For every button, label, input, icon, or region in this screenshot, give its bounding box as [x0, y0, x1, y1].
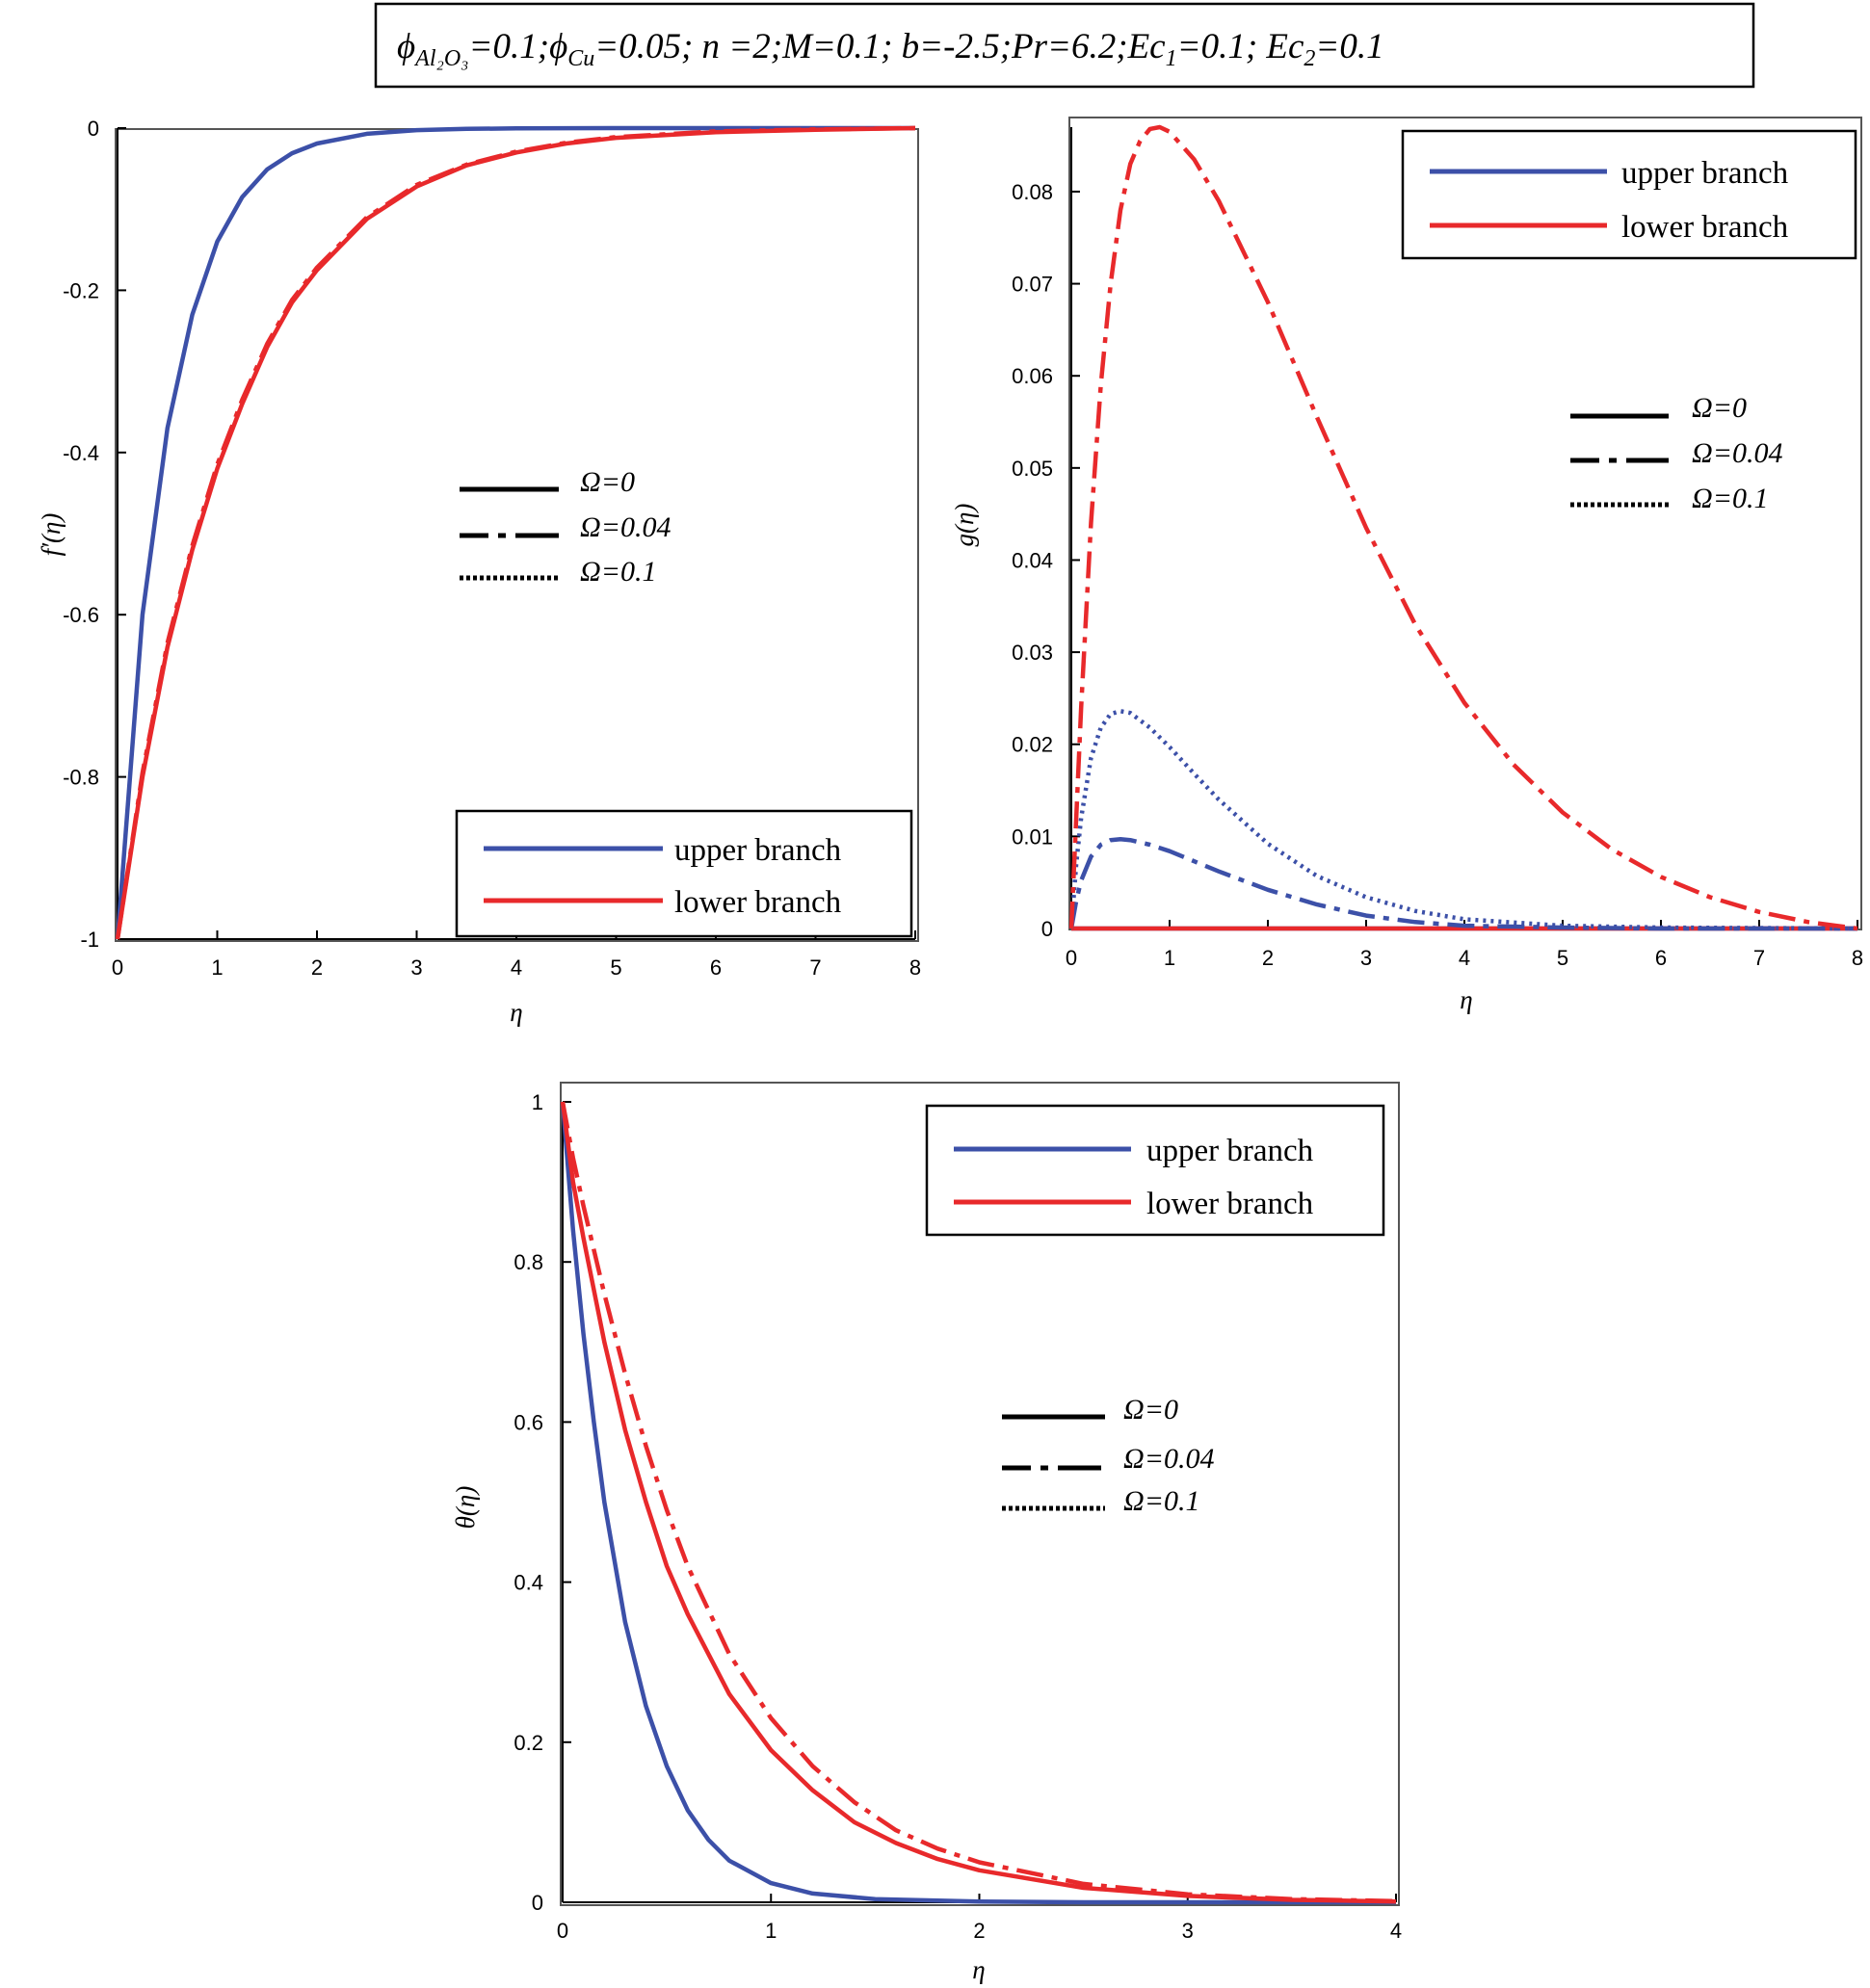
- series-g-upper-dashdot: [1068, 836, 1857, 931]
- legend-label-upper-g: upper branch: [1621, 156, 1789, 191]
- y-tick-label: 0: [88, 117, 99, 141]
- x-tick-label: 1: [1164, 946, 1175, 970]
- series-group-theta: [560, 1101, 1397, 1905]
- y-axis-label-fprime: f′(η): [37, 513, 66, 557]
- x-tick-label: 2: [311, 955, 323, 980]
- y-tick-label: 0.06: [1012, 364, 1053, 388]
- legend-label-lower-theta: lower branch: [1146, 1187, 1314, 1221]
- y-tick-label: 0.03: [1012, 641, 1053, 665]
- omega-legend-label-01-g: Ω=0.1: [1692, 483, 1768, 514]
- omega-legend-g: Ω=0 Ω=0.04 Ω=0.1: [1570, 392, 1782, 514]
- x-tick-label: 1: [211, 955, 223, 980]
- x-tick-label: 2: [973, 1919, 985, 1943]
- parameter-box: [374, 2, 1755, 89]
- x-tick-label: 6: [1655, 946, 1667, 970]
- parameter-header: ϕAl₂O₃=0.1;ϕCu=0.05; n =2;M=0.1; b=-2.5;…: [374, 2, 1755, 89]
- y-tick-label: 0.08: [1012, 180, 1053, 204]
- series-fprime-upper-solid: [115, 125, 915, 940]
- y-tick-label: 0.04: [1012, 548, 1053, 572]
- x-tick-label: 3: [410, 955, 422, 980]
- y-tick-label: 0: [532, 1891, 543, 1915]
- y-tick-label: 0.07: [1012, 273, 1053, 297]
- y-tick-label: -1: [80, 928, 99, 952]
- x-tick-label: 6: [710, 955, 722, 980]
- y-axis-label-g: g(η): [950, 504, 979, 547]
- x-tick-label: 5: [1557, 946, 1568, 970]
- branch-legend-g: upper branch lower branch: [1401, 129, 1857, 260]
- x-tick-label: 8: [909, 955, 921, 980]
- series-theta-lower-solid: [560, 1101, 1397, 1904]
- parameter-text: ϕAl₂O₃=0.1;ϕCu=0.05; n =2;M=0.1; b=-2.5;…: [397, 27, 1384, 71]
- y-tick-label: 0.02: [1012, 733, 1053, 757]
- omega-legend-label-004-g: Ω=0.04: [1692, 437, 1782, 469]
- series-g-upper-dotted: [1068, 709, 1858, 931]
- x-axis-label-fprime: η: [510, 998, 522, 1027]
- omega-legend-label-0-theta: Ω=0: [1123, 1394, 1178, 1426]
- omega-legend-label-004: Ω=0.04: [580, 511, 671, 543]
- series-group-g: [1068, 124, 1858, 931]
- y-tick-label: -0.8: [63, 766, 99, 790]
- branch-legend-box-theta: [925, 1104, 1385, 1237]
- x-tick-label: 0: [1066, 946, 1077, 970]
- x-tick-label: 7: [1753, 946, 1765, 970]
- omega-legend-label-004-theta: Ω=0.04: [1123, 1443, 1214, 1475]
- y-tick-label: -0.6: [63, 603, 99, 627]
- y-tick-label: 0: [1041, 917, 1053, 941]
- x-tick-label: 4: [1459, 946, 1470, 970]
- legend-label-upper-theta: upper branch: [1146, 1134, 1314, 1168]
- x-axis-label-g: η: [1460, 985, 1472, 1014]
- x-tick-label: 4: [1390, 1919, 1402, 1943]
- x-axis-label-theta: η: [972, 1955, 985, 1984]
- series-theta-lower-dashdot: [560, 1101, 1397, 1904]
- series-g-lower-dashdot: [1068, 124, 1858, 931]
- branch-legend-box-fprime: [455, 809, 913, 938]
- omega-legend-label-01: Ω=0.1: [580, 556, 656, 588]
- x-tick-label: 0: [557, 1919, 568, 1943]
- legend-label-upper: upper branch: [674, 833, 842, 868]
- y-tick-label: 0.05: [1012, 457, 1053, 481]
- y-tick-label: 0.4: [514, 1571, 543, 1595]
- legend-label-lower-g: lower branch: [1621, 210, 1789, 245]
- y-tick-label: -0.2: [63, 278, 99, 302]
- x-tick-label: 5: [610, 955, 621, 980]
- x-tick-label: 3: [1182, 1919, 1194, 1943]
- x-tick-label: 2: [1262, 946, 1274, 970]
- series-fprime-lower-dashdot: [115, 125, 916, 940]
- chart-theta: 0 1 2 3 4 0 0.2 0.4 0.6 0.8 1 θ(η) η upper branch …: [451, 1082, 1402, 1984]
- y-axis-label-theta: θ(η): [451, 1486, 480, 1530]
- y-tick-label: 0.2: [514, 1731, 543, 1755]
- branch-legend-box-g: [1401, 129, 1857, 260]
- x-tick-label: 8: [1852, 946, 1863, 970]
- axes-fprime: 0 1 2 3 4 5 6 7 8 0 -0.2 -0.4 -0.6 -0.8 -1: [63, 117, 921, 980]
- x-tick-label: 4: [511, 955, 522, 980]
- chart-fprime: 0 1 2 3 4 5 6 7 8 0 -0.2 -0.4 -0.6 -0.8 -1 f′(η) η Ω=0…: [37, 117, 921, 1027]
- omega-legend-fprime: Ω=0 Ω=0.04 Ω=0.1: [460, 466, 671, 588]
- y-tick-label: 0.01: [1012, 824, 1053, 849]
- x-tick-label: 3: [1360, 946, 1372, 970]
- x-tick-label: 0: [112, 955, 123, 980]
- omega-legend-label-0-g: Ω=0: [1692, 392, 1747, 424]
- x-tick-label: 1: [765, 1919, 777, 1943]
- y-tick-label: 0.6: [514, 1410, 543, 1434]
- plot-frame-theta: [560, 1082, 1400, 1906]
- y-tick-label: 1: [532, 1090, 543, 1114]
- x-tick-label: 7: [809, 955, 821, 980]
- branch-legend-fprime: upper branch lower branch: [455, 809, 913, 938]
- branch-legend-theta: upper branch lower branch: [925, 1104, 1385, 1237]
- y-tick-label: 0.8: [514, 1250, 543, 1274]
- axes-g: 0 1 2 3 4 5 6 7 8 0 0.01 0.02 0.03 0.04 0.05 0.06 0.07 0.…: [1012, 127, 1863, 970]
- omega-legend-label-01-theta: Ω=0.1: [1123, 1485, 1199, 1517]
- series-group-fprime: [115, 125, 916, 940]
- omega-legend-label-0: Ω=0: [580, 466, 635, 498]
- series-theta-upper-solid: [560, 1101, 1396, 1905]
- y-tick-label: -0.4: [63, 441, 99, 465]
- omega-legend-theta: Ω=0 Ω=0.04 Ω=0.1: [1002, 1394, 1214, 1517]
- chart-g: 0 1 2 3 4 5 6 7 8 0 0.01 0.02 0.03 0.04 0.05 0.06 0.07 0.…: [950, 117, 1863, 1014]
- legend-label-lower: lower branch: [674, 885, 842, 920]
